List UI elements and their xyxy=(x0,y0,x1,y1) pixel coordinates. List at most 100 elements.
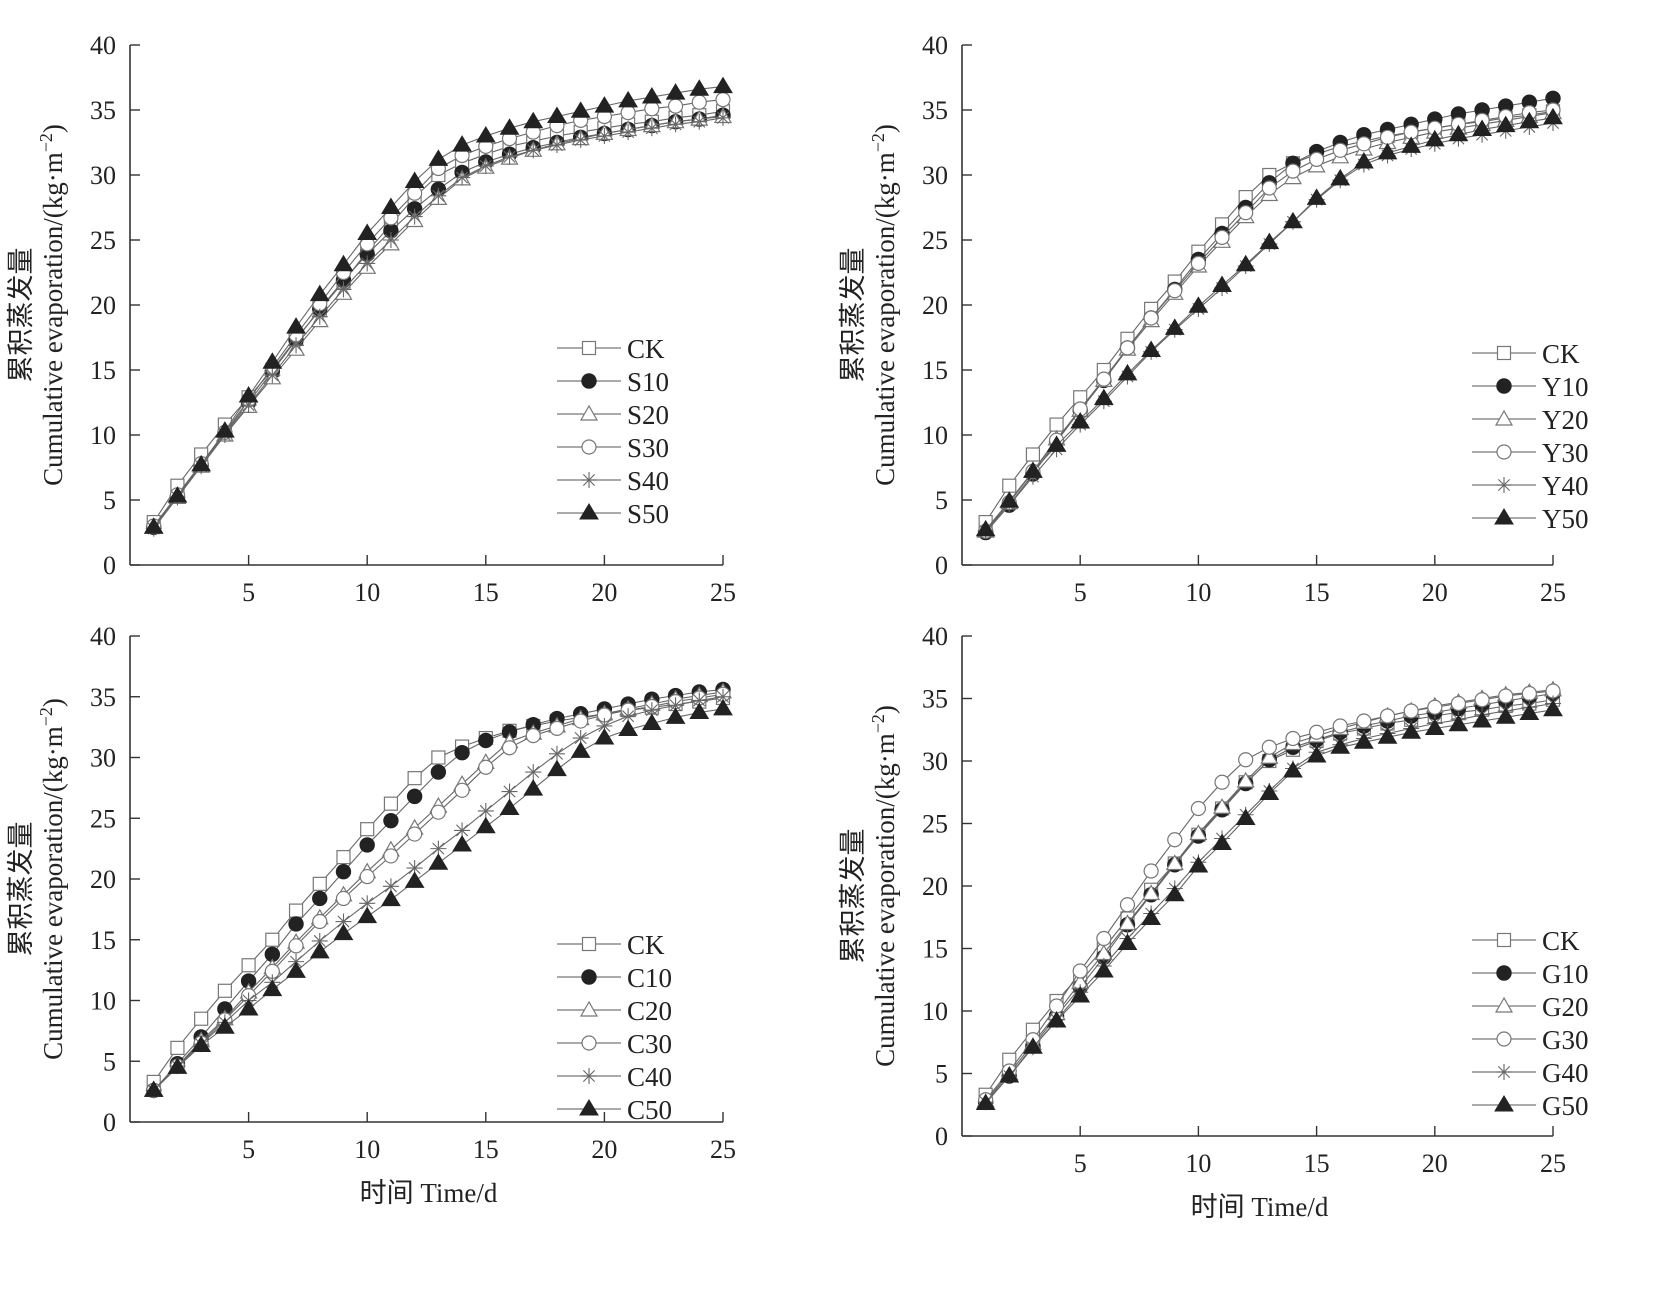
legend-marker-ck xyxy=(1496,932,1512,948)
data-point-g30 xyxy=(1119,897,1136,913)
data-point-s40 xyxy=(525,142,542,159)
data-point-g50 xyxy=(1093,961,1114,978)
data-point-c50 xyxy=(523,779,544,796)
legend-label: G10 xyxy=(1542,959,1589,989)
legend-item-g10: G10 xyxy=(1472,959,1589,989)
legend-marker-ck xyxy=(581,936,597,952)
data-point-c40 xyxy=(525,764,542,781)
y-tick-label: 10 xyxy=(90,987,116,1016)
data-point-ck xyxy=(312,876,327,891)
x-tick-label: 5 xyxy=(1074,1149,1087,1178)
legend-label: CK xyxy=(1542,926,1580,956)
data-point-c50 xyxy=(238,999,259,1016)
data-point-c40 xyxy=(548,745,565,762)
data-point-y30 xyxy=(1308,151,1325,167)
legend-label: C30 xyxy=(627,1029,672,1059)
data-point-c10 xyxy=(312,890,328,907)
data-point-g50 xyxy=(1495,707,1516,724)
data-point-c30 xyxy=(288,938,304,954)
data-point-g30 xyxy=(1450,695,1467,712)
data-point-ck xyxy=(407,771,422,786)
series-line-g50 xyxy=(985,709,1554,1104)
y-tick-label: 0 xyxy=(103,551,116,580)
data-point-g50 xyxy=(1472,711,1492,728)
legend-marker-c50 xyxy=(579,1099,599,1116)
data-point-c50 xyxy=(594,728,615,745)
y-tick-label: 35 xyxy=(90,683,116,712)
data-point-c50 xyxy=(689,702,710,720)
data-point-g20 xyxy=(1213,798,1232,814)
data-point-ck xyxy=(265,932,280,947)
x-tick-label: 15 xyxy=(473,1135,499,1164)
data-point-g50 xyxy=(1377,727,1398,744)
data-point-c10 xyxy=(359,837,375,853)
data-point-c30 xyxy=(501,740,518,756)
data-point-g50 xyxy=(1117,933,1138,950)
data-point-g30 xyxy=(1143,863,1159,879)
data-point-g30 xyxy=(1332,718,1348,734)
x-axis-title: 时间 Time/d xyxy=(360,1178,498,1208)
data-point-s50 xyxy=(665,83,686,100)
legend-label: G50 xyxy=(1542,1091,1589,1121)
legend-item-ck: CK xyxy=(557,930,665,960)
data-point-g50 xyxy=(1543,699,1563,717)
legend-marker-c40 xyxy=(581,1068,597,1084)
y-tick-label: 25 xyxy=(90,226,116,255)
legend-item-y40: Y40 xyxy=(1472,471,1589,501)
legend-item-g30: G30 xyxy=(1472,1025,1589,1055)
legend-label: G40 xyxy=(1542,1058,1589,1088)
data-point-c50 xyxy=(499,798,520,816)
series-g50 xyxy=(975,699,1563,1110)
data-point-g50 xyxy=(1235,808,1256,825)
legend-item-c20: C20 xyxy=(557,996,672,1026)
data-point-c50 xyxy=(428,853,449,870)
data-point-g20 xyxy=(1142,884,1161,901)
legend-label: CK xyxy=(1542,339,1580,369)
x-tick-label: 10 xyxy=(354,1135,380,1164)
legend-item-y30: Y30 xyxy=(1472,438,1589,468)
data-point-c50 xyxy=(641,713,662,730)
legend-label: G30 xyxy=(1542,1025,1589,1055)
data-point-g30 xyxy=(1048,998,1065,1014)
data-point-c10 xyxy=(406,788,423,805)
data-point-y50 xyxy=(1519,111,1540,129)
data-point-s40 xyxy=(406,208,423,225)
data-point-y50 xyxy=(1283,211,1303,229)
data-point-s40 xyxy=(311,308,328,325)
legend-item-s40: S40 xyxy=(557,466,669,496)
x-tick-label: 25 xyxy=(1540,578,1566,607)
legend-label: C20 xyxy=(627,996,672,1026)
data-point-c40 xyxy=(501,783,518,800)
x-tick-label: 25 xyxy=(1540,1149,1566,1178)
data-point-g20 xyxy=(1260,748,1279,764)
data-point-s50 xyxy=(191,454,212,472)
legend-marker-y10 xyxy=(1496,378,1512,394)
x-tick-label: 25 xyxy=(710,578,736,607)
data-point-g50 xyxy=(1353,732,1374,749)
legend-marker-ck xyxy=(1496,345,1512,361)
legend-item-c50: C50 xyxy=(557,1095,672,1125)
y-tick-label: 40 xyxy=(90,622,116,651)
y-tick-label: 5 xyxy=(103,1047,116,1076)
data-point-g50 xyxy=(1188,856,1209,873)
data-point-g50 xyxy=(1283,761,1303,778)
data-point-y50 xyxy=(1070,412,1091,429)
data-point-y50 xyxy=(1543,107,1563,125)
legend-item-s30: S30 xyxy=(557,433,669,463)
data-point-g30 xyxy=(1474,692,1490,708)
data-point-g50 xyxy=(1046,1011,1067,1028)
legend-label: Y40 xyxy=(1542,471,1589,501)
data-point-c30 xyxy=(383,848,399,864)
y-axis-title-en: Cumulative evaporation/(kg·m−2) xyxy=(36,124,68,486)
legend-item-s50: S50 xyxy=(557,499,669,529)
y-tick-label: 35 xyxy=(922,685,948,714)
data-point-s50 xyxy=(475,126,496,143)
y-tick-label: 30 xyxy=(922,747,948,776)
x-tick-label: 5 xyxy=(242,1135,255,1164)
data-point-y50 xyxy=(1306,188,1327,205)
data-point-s40 xyxy=(572,131,589,148)
data-point-s40 xyxy=(691,113,708,130)
data-point-c50 xyxy=(191,1035,212,1052)
data-point-s50 xyxy=(262,352,283,369)
legend-marker-c20 xyxy=(579,1000,599,1017)
